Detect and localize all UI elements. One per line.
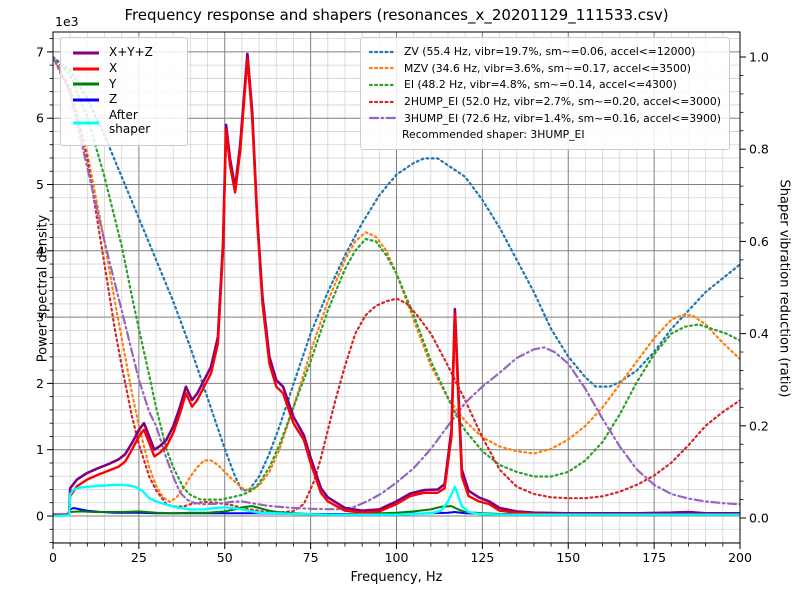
legend-item: After shaper <box>71 108 177 137</box>
x-tick-label: 200 <box>728 550 752 565</box>
legend-label: After shaper <box>109 108 151 136</box>
x-tick-label: 0 <box>49 550 57 565</box>
legend-label: X <box>109 60 118 75</box>
legend-item: X <box>71 60 177 76</box>
line-swatch-icon <box>73 67 99 71</box>
x-tick-label: 25 <box>131 550 147 565</box>
chart-title: Frequency response and shapers (resonanc… <box>124 6 669 24</box>
right-tick-label: 1.0 <box>749 50 769 65</box>
legend-label: Recommended shaper: 3HUMP_EI <box>402 128 585 142</box>
legend-label: Y <box>109 76 117 91</box>
series-after-shaper <box>53 483 740 518</box>
x-tick-label: 175 <box>642 550 666 565</box>
legend-label: Z <box>109 92 118 107</box>
left-tick-label: 0 <box>36 509 44 524</box>
right-tick-label: 0.8 <box>749 142 769 157</box>
x-tick-label: 150 <box>556 550 580 565</box>
line-swatch-icon <box>369 67 397 70</box>
series-ei <box>53 55 740 501</box>
line-swatch-icon <box>73 98 99 102</box>
legend-item: ZV (55.4 Hz, vibr=19.7%, sm~=0.06, accel… <box>369 44 721 60</box>
shaper-legend: ZV (55.4 Hz, vibr=19.7%, sm~=0.06, accel… <box>360 37 730 150</box>
line-swatch-icon <box>73 82 99 86</box>
right-tick-label: 0.4 <box>749 326 769 341</box>
ticks <box>47 38 746 549</box>
legend-item: EI (48.2 Hz, vibr=4.8%, sm~=0.14, accel<… <box>369 77 721 93</box>
left-tick-label: 3 <box>36 310 44 325</box>
legend-label: X+Y+Z <box>109 45 153 59</box>
right-tick-label: 0.2 <box>749 418 769 433</box>
x-axis-label: Frequency, Hz <box>350 570 443 585</box>
legend-label: 2HUMP_EI (52.0 Hz, vibr=2.7%, sm~=0.20, … <box>404 94 721 108</box>
legend-item: 2HUMP_EI (52.0 Hz, vibr=2.7%, sm~=0.20, … <box>369 94 721 110</box>
left-tick-label: 7 <box>36 44 44 59</box>
left-axis-label: Power spectral density <box>35 214 51 363</box>
left-tick-label: 4 <box>36 243 44 258</box>
left-tick-label: 6 <box>36 111 44 126</box>
x-tick-label: 125 <box>470 550 494 565</box>
series-2hump_ei <box>53 55 740 514</box>
y-axis-multiplier: 1e3 <box>55 14 79 29</box>
left-tick-label: 1 <box>36 442 44 457</box>
left-tick-label: 5 <box>36 177 44 192</box>
series-mzv <box>53 55 740 503</box>
line-swatch-icon <box>369 50 397 53</box>
right-tick-label: 0.0 <box>749 511 769 526</box>
x-tick-label: 75 <box>303 550 319 565</box>
legend-label: EI (48.2 Hz, vibr=4.8%, sm~=0.14, accel<… <box>404 78 677 92</box>
psd-legend: X+Y+Z X Y Z After shaper <box>60 37 188 146</box>
legend-label: MZV (34.6 Hz, vibr=3.6%, sm~=0.17, accel… <box>404 61 691 75</box>
series-zv <box>53 55 740 492</box>
tick-labels: 0 25 50 75 100 125 150 175 200 0 1 2 3 4 5 6 7 0.0 0.2 0.4 0… <box>36 44 769 565</box>
legend-label: ZV (55.4 Hz, vibr=19.7%, sm~=0.06, accel… <box>404 45 696 58</box>
legend-label: 3HUMP_EI (72.6 Hz, vibr=1.4%, sm~=0.16, … <box>404 111 721 125</box>
x-tick-label: 50 <box>217 550 233 565</box>
left-tick-label: 2 <box>36 376 44 391</box>
legend-item: Y <box>71 76 177 92</box>
right-axis-label: Shaper vibration reduction (ratio) <box>776 179 792 398</box>
series <box>53 52 740 518</box>
right-tick-label: 0.6 <box>749 234 769 249</box>
line-swatch-icon <box>73 51 99 55</box>
line-swatch-icon <box>73 121 99 125</box>
recommended-shaper-note: Recommended shaper: 3HUMP_EI <box>402 127 721 143</box>
legend-item: MZV (34.6 Hz, vibr=3.6%, sm~=0.17, accel… <box>369 61 721 77</box>
legend-item: 3HUMP_EI (72.6 Hz, vibr=1.4%, sm~=0.16, … <box>369 111 721 127</box>
line-swatch-icon <box>369 83 397 87</box>
line-swatch-icon <box>369 117 397 120</box>
legend-item: Z <box>71 93 177 107</box>
series-x <box>53 57 740 517</box>
line-swatch-icon <box>369 100 397 103</box>
legend-item: X+Y+Z <box>71 45 177 60</box>
x-tick-label: 100 <box>385 550 409 565</box>
